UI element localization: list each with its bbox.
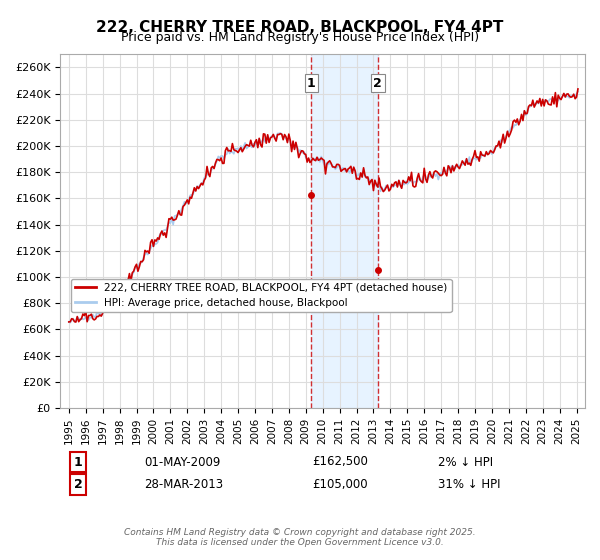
Text: £105,000: £105,000 — [312, 478, 368, 491]
Text: £162,500: £162,500 — [312, 455, 368, 469]
Legend: 222, CHERRY TREE ROAD, BLACKPOOL, FY4 4PT (detached house), HPI: Average price, : 222, CHERRY TREE ROAD, BLACKPOOL, FY4 4P… — [71, 279, 452, 312]
Text: 222, CHERRY TREE ROAD, BLACKPOOL, FY4 4PT: 222, CHERRY TREE ROAD, BLACKPOOL, FY4 4P… — [97, 20, 503, 35]
Text: Price paid vs. HM Land Registry's House Price Index (HPI): Price paid vs. HM Land Registry's House … — [121, 31, 479, 44]
Text: 2% ↓ HPI: 2% ↓ HPI — [438, 455, 493, 469]
Text: 01-MAY-2009: 01-MAY-2009 — [144, 455, 220, 469]
Text: Contains HM Land Registry data © Crown copyright and database right 2025.
This d: Contains HM Land Registry data © Crown c… — [124, 528, 476, 547]
Text: 2: 2 — [373, 77, 382, 90]
Text: 2: 2 — [74, 478, 82, 491]
Bar — [311, 54, 377, 408]
Text: 31% ↓ HPI: 31% ↓ HPI — [438, 478, 500, 491]
Text: 1: 1 — [307, 77, 316, 90]
Text: 28-MAR-2013: 28-MAR-2013 — [144, 478, 223, 491]
Text: 1: 1 — [74, 455, 82, 469]
